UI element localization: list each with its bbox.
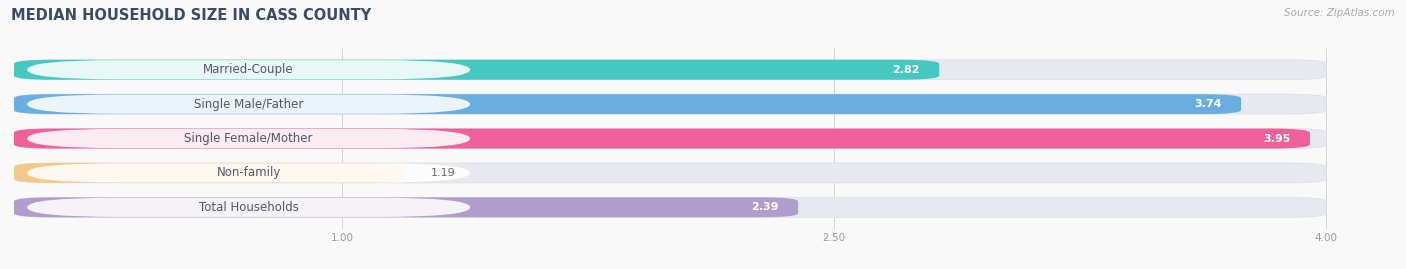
FancyBboxPatch shape	[14, 60, 939, 80]
Text: Non-family: Non-family	[217, 167, 281, 179]
Text: 2.39: 2.39	[751, 202, 779, 212]
FancyBboxPatch shape	[27, 129, 470, 148]
FancyBboxPatch shape	[14, 129, 1310, 148]
Text: 2.82: 2.82	[891, 65, 920, 75]
FancyBboxPatch shape	[14, 94, 1326, 114]
FancyBboxPatch shape	[27, 198, 470, 217]
FancyBboxPatch shape	[27, 163, 470, 183]
FancyBboxPatch shape	[14, 163, 1326, 183]
Text: Single Female/Mother: Single Female/Mother	[184, 132, 314, 145]
Text: Single Male/Father: Single Male/Father	[194, 98, 304, 111]
Text: Married-Couple: Married-Couple	[204, 63, 294, 76]
FancyBboxPatch shape	[27, 60, 470, 79]
FancyBboxPatch shape	[14, 197, 799, 217]
Text: 3.74: 3.74	[1194, 99, 1222, 109]
FancyBboxPatch shape	[14, 94, 1241, 114]
FancyBboxPatch shape	[14, 129, 1326, 148]
Text: Source: ZipAtlas.com: Source: ZipAtlas.com	[1284, 8, 1395, 18]
FancyBboxPatch shape	[14, 163, 405, 183]
FancyBboxPatch shape	[27, 94, 470, 114]
Text: Total Households: Total Households	[198, 201, 298, 214]
Text: 3.95: 3.95	[1263, 133, 1291, 144]
FancyBboxPatch shape	[14, 60, 1326, 80]
Text: MEDIAN HOUSEHOLD SIZE IN CASS COUNTY: MEDIAN HOUSEHOLD SIZE IN CASS COUNTY	[11, 8, 371, 23]
Text: 1.19: 1.19	[430, 168, 456, 178]
FancyBboxPatch shape	[14, 197, 1326, 217]
